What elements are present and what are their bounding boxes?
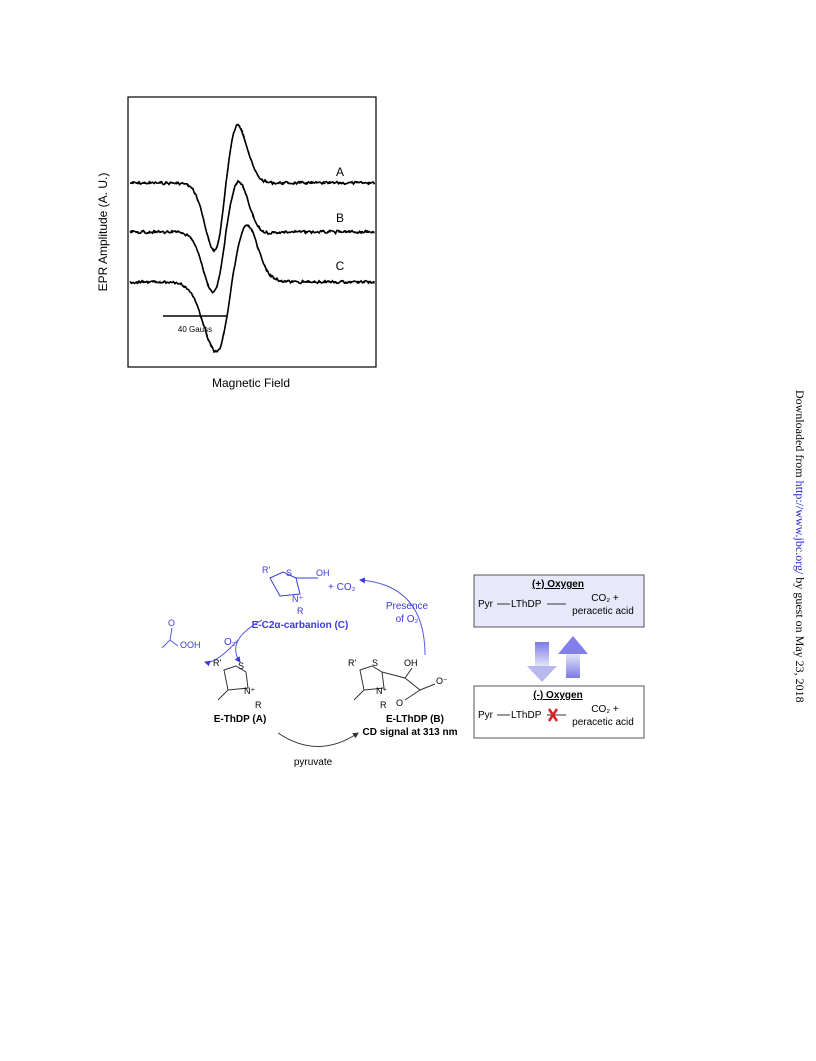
atom: OOH bbox=[180, 640, 201, 650]
condition-box bbox=[473, 574, 645, 628]
download-note: Downloaded from http://www.jbc.org/ by g… bbox=[793, 390, 807, 703]
atom: N⁺ bbox=[376, 686, 387, 696]
atom: R bbox=[255, 700, 262, 710]
atom: R' bbox=[348, 658, 356, 668]
product: CO₂ + bbox=[591, 704, 619, 715]
atom: S bbox=[238, 661, 244, 671]
x-label: Magnetic Field bbox=[212, 376, 290, 390]
atom: N⁺ bbox=[292, 594, 303, 604]
epr-trace bbox=[129, 224, 375, 354]
epr-figure: EPR Amplitude (A. U.) Magnetic Field A B… bbox=[96, 96, 377, 390]
traces bbox=[129, 123, 376, 354]
atom: S bbox=[286, 568, 292, 578]
atom: OH bbox=[316, 568, 330, 578]
condition-box bbox=[473, 685, 645, 739]
compound-note: CD signal at 313 nm bbox=[362, 727, 457, 738]
epr-trace bbox=[129, 179, 375, 294]
product: peracetic acid bbox=[572, 606, 634, 617]
atom: S bbox=[372, 658, 378, 668]
intermediate: LThDP bbox=[511, 599, 542, 610]
trace-label: B bbox=[336, 211, 344, 225]
atom: O bbox=[168, 618, 175, 628]
compound-label: E-ThDP (A) bbox=[214, 714, 267, 725]
reactant: Pyr bbox=[478, 710, 494, 721]
arrow-up bbox=[558, 636, 588, 654]
product: CO₂ + bbox=[591, 593, 619, 604]
o2: O₂ bbox=[224, 637, 236, 648]
condition: of O₂ bbox=[396, 614, 419, 625]
scale-bar-label: 40 Gauss bbox=[178, 325, 212, 334]
arrow bbox=[277, 732, 359, 747]
compound-label: E-LThDP (B) bbox=[386, 714, 444, 725]
y-label: EPR Amplitude (A. U.) bbox=[96, 173, 110, 292]
arrow-down bbox=[527, 666, 557, 682]
box-contents: (+) Oxygen Pyr LThDP CO₂ + peracetic acid (-)… bbox=[478, 579, 634, 728]
atom: OH bbox=[404, 658, 418, 668]
atom: R' bbox=[262, 565, 270, 575]
atom: R bbox=[380, 700, 387, 710]
reactant: Pyr bbox=[478, 599, 494, 610]
fit-trace bbox=[129, 224, 375, 354]
structure bbox=[217, 665, 249, 701]
atom: R' bbox=[213, 658, 221, 668]
plot-frame bbox=[127, 96, 377, 368]
co2: + CO₂ bbox=[328, 582, 356, 593]
box-title: (-) Oxygen bbox=[533, 690, 582, 701]
structure bbox=[353, 665, 436, 701]
box-title: (+) Oxygen bbox=[532, 579, 584, 590]
intermediate: LThDP bbox=[511, 710, 542, 721]
structure bbox=[269, 571, 318, 597]
note-link[interactable]: http://www.jbc.org/ bbox=[793, 481, 807, 575]
scheme: R' S OH N⁺ R + CO₂ E-C2α-carbanion (C) O… bbox=[161, 565, 645, 768]
compound-label: E-C2α-carbanion (C) bbox=[252, 620, 349, 631]
condition: Presence bbox=[386, 601, 429, 612]
note-text: by guest on May 23, 2018 bbox=[793, 574, 807, 702]
trace-label: A bbox=[336, 165, 344, 179]
blocked-mark bbox=[547, 708, 559, 722]
fit-trace bbox=[129, 124, 375, 253]
arrow-up bbox=[566, 654, 580, 678]
atom: O⁻ bbox=[436, 676, 448, 686]
reagent: pyruvate bbox=[294, 757, 333, 768]
product: peracetic acid bbox=[572, 717, 634, 728]
arrow bbox=[359, 577, 426, 656]
arrow bbox=[204, 639, 239, 667]
atom: R bbox=[297, 606, 304, 616]
atom: O bbox=[396, 698, 403, 708]
structure bbox=[161, 627, 179, 649]
trace-label: C bbox=[336, 259, 345, 273]
note-text: Downloaded from bbox=[793, 390, 807, 481]
atom: N⁺ bbox=[244, 686, 255, 696]
fit-trace bbox=[129, 181, 375, 293]
arrow-down bbox=[535, 642, 549, 666]
